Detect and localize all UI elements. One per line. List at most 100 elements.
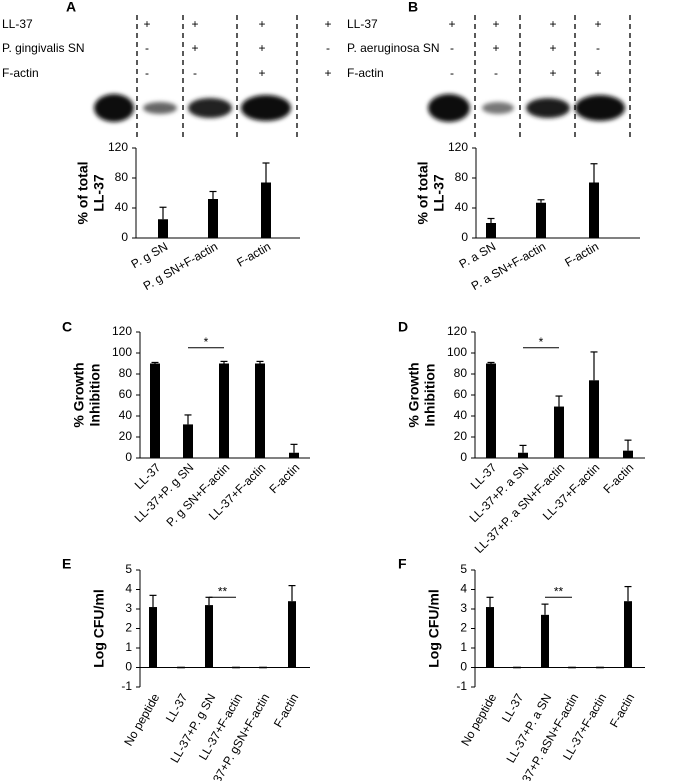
chart: C% Growth Inhibition020406080100120LL-37L…	[62, 319, 310, 529]
bar	[149, 607, 157, 668]
panel-label: C	[62, 319, 72, 335]
y-tick-label: 0	[460, 450, 467, 464]
y-tick-label: 100	[112, 345, 132, 359]
significance-label: *	[539, 335, 544, 349]
x-tick-label: No peptide	[458, 691, 499, 749]
bar	[288, 601, 296, 668]
treatment-mark: -	[450, 41, 454, 55]
treatment-mark: +	[492, 41, 499, 55]
y-axis-label: % of total	[415, 162, 431, 225]
y-axis-label: Inhibition	[422, 364, 438, 427]
treatment-mark: +	[448, 17, 455, 31]
significance-label: **	[218, 584, 228, 598]
x-tick-label: LL-37	[499, 691, 527, 725]
y-tick-label: 120	[447, 324, 467, 338]
treatment-mark: +	[324, 66, 331, 80]
treatment-mark: +	[258, 41, 265, 55]
error-bar	[205, 596, 213, 606]
x-tick-label: F-actin	[234, 239, 273, 269]
treatment-mark: +	[324, 17, 331, 31]
error-bar	[184, 414, 192, 425]
error-bar	[290, 443, 298, 453]
y-tick-label: 120	[448, 140, 468, 154]
significance-label: *	[204, 335, 209, 349]
y-tick-label: 5	[125, 562, 132, 576]
y-axis-label: % of total	[75, 162, 91, 225]
treatment-mark: +	[191, 17, 198, 31]
x-tick-label: F-actin	[607, 691, 637, 730]
y-tick-label: 40	[119, 408, 133, 422]
treatment-mark: -	[596, 41, 600, 55]
error-bar	[541, 603, 549, 615]
y-tick-label: 120	[108, 140, 128, 154]
error-bar	[486, 596, 494, 608]
treatment-mark: +	[191, 41, 198, 55]
bar	[150, 363, 160, 458]
y-tick-label: 0	[461, 230, 468, 244]
error-bar	[149, 594, 157, 608]
bar	[623, 450, 633, 458]
x-tick-label: LL-37	[163, 691, 191, 725]
row-label: F-actin	[347, 66, 384, 80]
panel-label: B	[408, 0, 418, 15]
bar	[589, 380, 599, 458]
error-bar	[624, 439, 632, 451]
chart: D% Growth Inhibition020406080100120LL-37L…	[398, 319, 645, 556]
error-bar	[624, 585, 632, 602]
panel-label: F	[398, 556, 407, 572]
y-tick-label: 3	[460, 601, 467, 615]
y-tick-label: 3	[125, 601, 132, 615]
significance-label: **	[554, 584, 564, 598]
x-tick-label: No peptide	[121, 691, 162, 749]
band	[482, 102, 514, 114]
row-label: P. gingivalis SN	[2, 41, 85, 55]
y-tick-label: 1	[460, 640, 467, 654]
bar	[624, 601, 632, 668]
bar	[541, 614, 549, 668]
band	[526, 98, 570, 118]
y-tick-label: 5	[460, 562, 467, 576]
x-tick-label: F-actin	[562, 239, 601, 269]
y-tick-label: 0	[125, 660, 132, 674]
y-tick-label: 60	[119, 387, 133, 401]
band	[94, 94, 134, 122]
bar	[205, 605, 213, 668]
bar	[554, 406, 564, 458]
treatment-mark: +	[143, 17, 150, 31]
treatment-mark: +	[594, 17, 601, 31]
band	[188, 98, 232, 118]
y-tick-label: 0	[125, 450, 132, 464]
y-tick-label: 40	[454, 408, 468, 422]
treatment-mark: -	[326, 41, 330, 55]
y-axis-label: Inhibition	[87, 364, 103, 427]
error-bar	[487, 361, 495, 364]
error-bar	[519, 444, 527, 453]
y-tick-label: 40	[115, 200, 129, 214]
bar	[208, 199, 218, 238]
error-bar	[590, 163, 598, 183]
bar	[486, 223, 496, 238]
x-tick-label: F-actin	[271, 691, 301, 730]
y-axis-label: % Growth	[406, 362, 422, 427]
treatment-mark: +	[549, 17, 556, 31]
x-tick-label: F-actin	[267, 460, 303, 496]
panel-label: D	[398, 319, 408, 335]
treatment-mark: +	[594, 66, 601, 80]
bar	[536, 202, 546, 238]
y-tick-label: 20	[454, 429, 468, 443]
error-bar	[256, 360, 264, 364]
blot-images	[94, 94, 625, 122]
error-bar	[220, 360, 228, 364]
error-bar	[209, 190, 217, 199]
y-tick-label: -1	[456, 679, 467, 693]
band	[143, 102, 177, 114]
y-axis-label: % Growth	[71, 362, 87, 427]
treatment-mark: +	[492, 17, 499, 31]
y-tick-label: 60	[454, 387, 468, 401]
bar	[486, 363, 496, 458]
row-label: LL-37	[347, 17, 378, 31]
x-tick-label: F-actin	[601, 460, 637, 496]
